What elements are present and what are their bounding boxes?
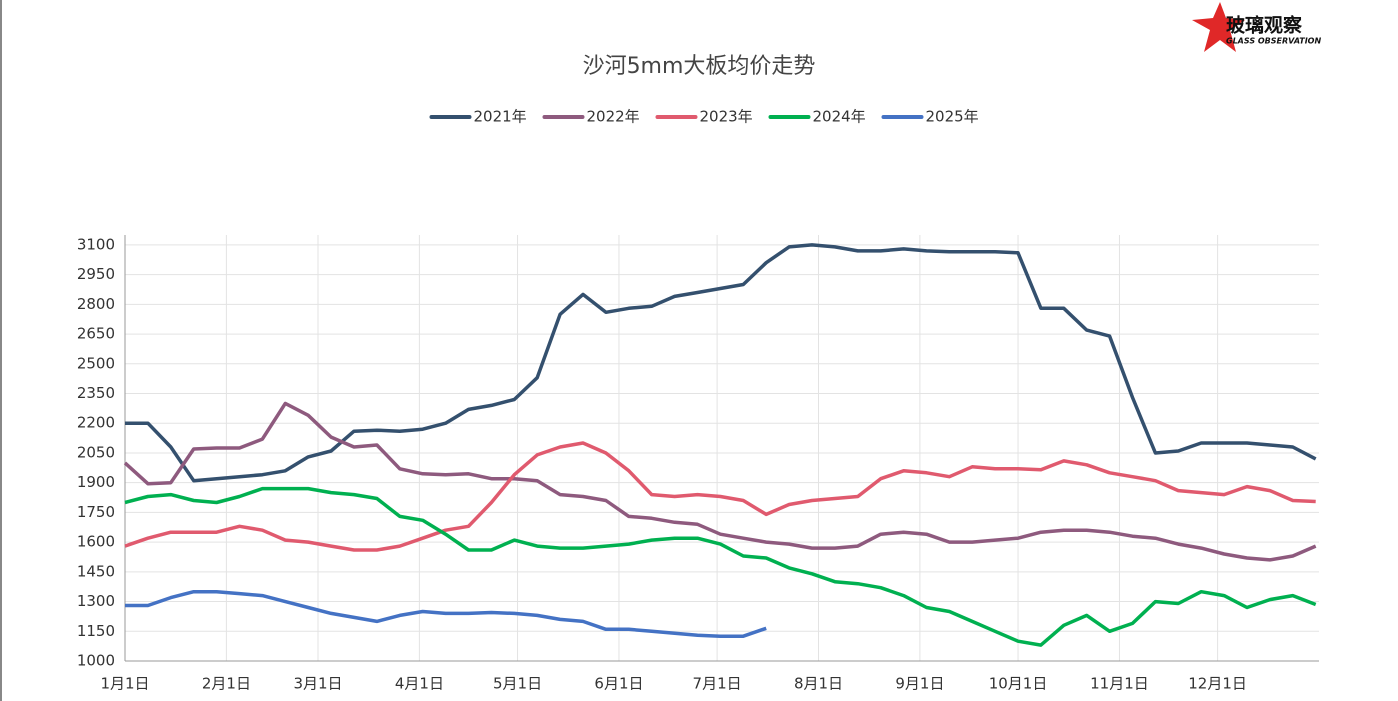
y-tick-label: 2350 bbox=[77, 384, 115, 402]
legend-label: 2024年 bbox=[813, 108, 866, 126]
y-tick-label: 2800 bbox=[77, 295, 115, 313]
x-tick-label: 8月1日 bbox=[794, 675, 843, 693]
series-line bbox=[124, 441, 1316, 552]
x-tick-label: 10月1日 bbox=[989, 675, 1048, 693]
series-line bbox=[123, 401, 1317, 562]
logo-subtitle: GLASS OBSERVATION bbox=[1226, 37, 1321, 46]
series-line bbox=[124, 486, 1317, 647]
y-tick-label: 1750 bbox=[77, 503, 115, 521]
y-tick-label: 2200 bbox=[77, 414, 115, 432]
logo-star bbox=[1192, 2, 1245, 52]
chart-title: 沙河5mm大板均价走势 bbox=[583, 54, 816, 79]
logo-text: 玻璃观察 bbox=[1226, 14, 1303, 37]
y-tick-label: 1900 bbox=[77, 473, 115, 491]
y-tick-label: 2650 bbox=[77, 325, 115, 343]
y-tick-label: 1000 bbox=[77, 652, 115, 670]
legend-label: 2025年 bbox=[926, 108, 979, 126]
x-tick-label: 1月1日 bbox=[100, 675, 149, 693]
x-tick-label: 2月1日 bbox=[202, 675, 251, 693]
legend-label: 2022年 bbox=[587, 108, 640, 126]
legend-label: 2023年 bbox=[700, 108, 753, 126]
logo: 玻璃观察 GLASS OBSERVATION bbox=[1192, 2, 1321, 52]
x-tick-label: 9月1日 bbox=[895, 675, 944, 693]
series-line bbox=[125, 589, 767, 638]
y-tick-label: 3100 bbox=[77, 235, 115, 253]
y-tick-label: 1300 bbox=[77, 592, 115, 610]
y-tick-label: 1150 bbox=[77, 622, 115, 640]
x-tick-label: 5月1日 bbox=[493, 675, 542, 693]
series-line bbox=[125, 243, 1317, 483]
y-tick-label: 2050 bbox=[77, 443, 115, 461]
x-tick-label: 7月1日 bbox=[693, 675, 742, 693]
x-tick-label: 12月1日 bbox=[1188, 675, 1247, 693]
x-tick-label: 11月1日 bbox=[1090, 675, 1149, 693]
y-tick-label: 1450 bbox=[77, 562, 115, 580]
y-tick-label: 2950 bbox=[77, 265, 115, 283]
y-tick-label: 2500 bbox=[77, 354, 115, 372]
x-tick-label: 6月1日 bbox=[594, 675, 643, 693]
legend-label: 2021年 bbox=[474, 108, 527, 126]
x-tick-label: 3月1日 bbox=[293, 675, 342, 693]
y-tick-label: 1600 bbox=[77, 533, 115, 551]
x-tick-label: 4月1日 bbox=[395, 675, 444, 693]
